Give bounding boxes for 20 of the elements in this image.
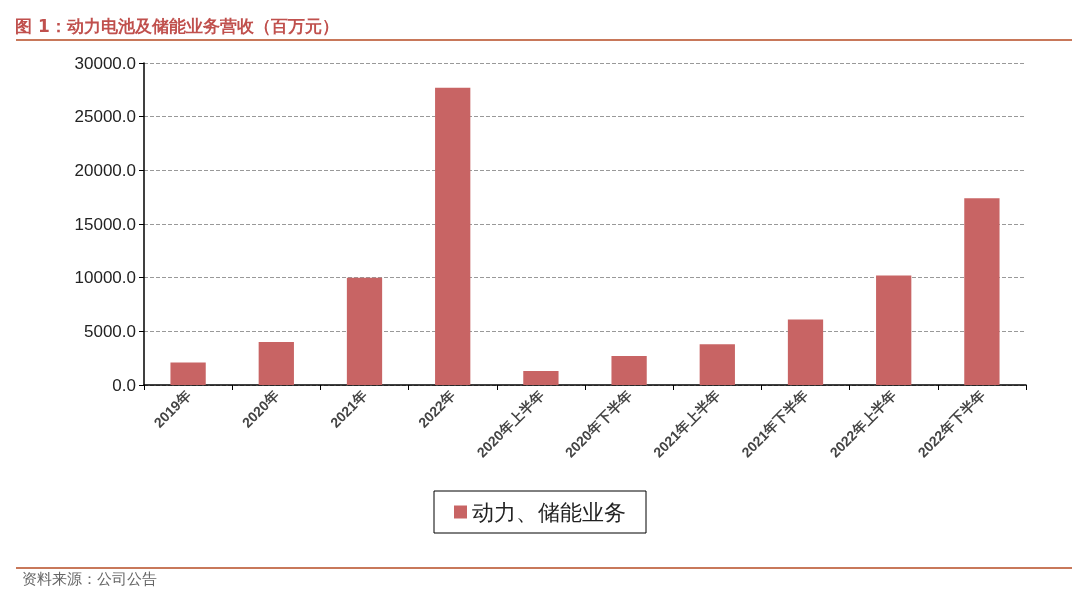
bar <box>964 198 1000 385</box>
y-tick-label: 0.0 <box>112 375 136 395</box>
y-tick-label: 15000.0 <box>74 214 136 234</box>
legend-label: 动力、储能业务 <box>472 499 626 525</box>
y-tick-label: 5000.0 <box>84 321 136 341</box>
chart-title: 图 1：动力电池及储能业务营收（百万元） <box>15 15 339 36</box>
y-tick-label: 25000.0 <box>74 107 136 127</box>
bar <box>258 342 294 385</box>
y-tick-label: 20000.0 <box>74 160 136 180</box>
bar <box>346 277 383 385</box>
y-tick-label: 10000.0 <box>74 268 136 288</box>
bar <box>787 319 824 385</box>
bar <box>611 356 647 385</box>
bar <box>170 362 206 385</box>
y-tick-label: 30000.0 <box>74 53 136 73</box>
bar <box>435 87 471 385</box>
bar <box>523 371 559 385</box>
text: 资料来源：公司公告 <box>22 569 157 588</box>
bar <box>876 275 912 385</box>
bar <box>699 344 735 385</box>
